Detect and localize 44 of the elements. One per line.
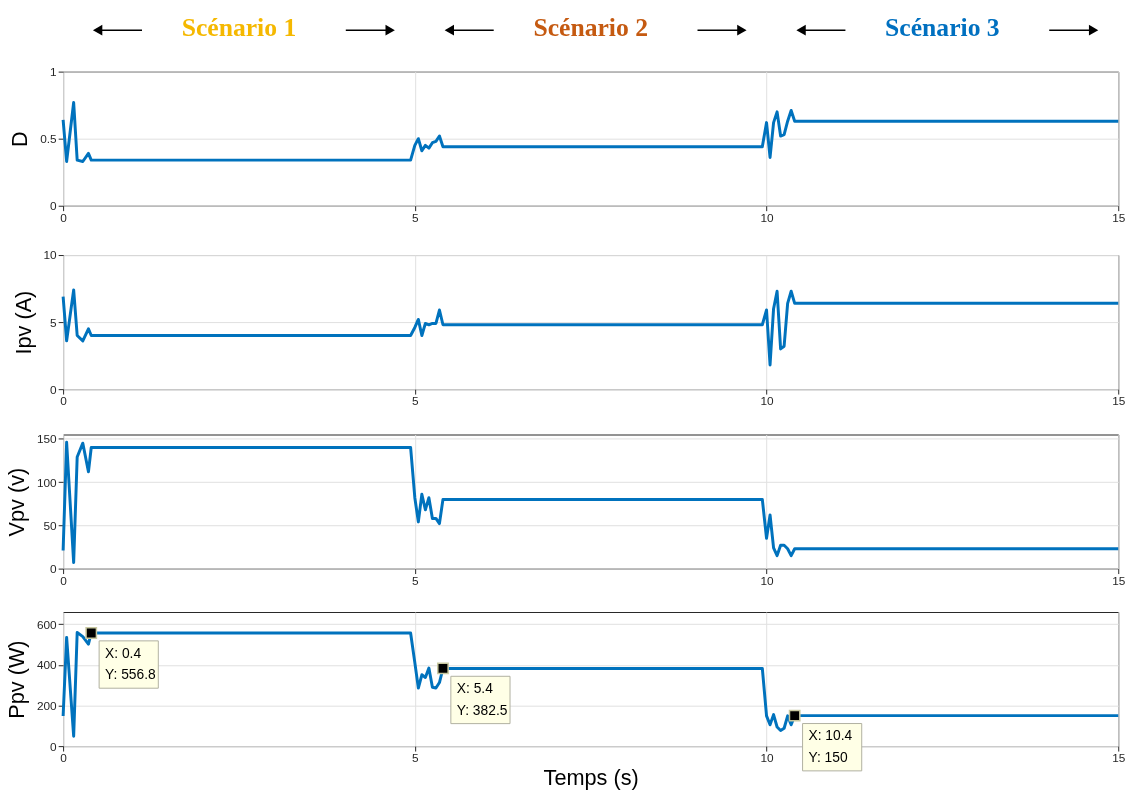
line-series <box>61 440 1120 565</box>
y-tick-label: 1 <box>50 65 57 80</box>
y-tick-label: 50 <box>43 518 58 533</box>
annotation: X: 5.4 Y: 382.5 <box>456 681 508 718</box>
x-tick-label: 15 <box>1112 211 1126 226</box>
annotation: X: 0.4 Y: 556.8 <box>105 645 157 683</box>
y-tick-label: 150 <box>36 432 58 447</box>
line-series <box>61 288 1120 367</box>
y-axis-title: Vpv (v) <box>4 467 30 537</box>
x-tick-label: 0 <box>60 573 68 588</box>
x-tick-label: 15 <box>1112 573 1126 588</box>
y-tick-label: 0 <box>50 199 58 214</box>
y-axis-title: Ipv (A) <box>10 290 36 355</box>
y-axis-title: D <box>7 131 33 148</box>
y-tick-label: 0.5 <box>40 132 58 147</box>
annotation: X: 10.4 Y: 150 <box>808 728 853 765</box>
x-tick-label: 0 <box>60 211 68 226</box>
x-tick-label: 5 <box>412 573 420 588</box>
x-tick-label: 0 <box>60 751 68 766</box>
y-tick-label: 600 <box>36 617 58 632</box>
x-tick-label: 10 <box>760 394 775 409</box>
y-tick-label: 100 <box>36 475 58 490</box>
x-tick-label: 0 <box>60 394 68 409</box>
y-tick-label: 200 <box>36 698 58 713</box>
y-tick-label: 0 <box>50 739 58 754</box>
text: Scénario 1 <box>181 13 297 43</box>
y-tick-label: 0 <box>50 562 58 577</box>
x-tick-label: 10 <box>760 211 775 226</box>
x-axis-title: Temps (s) <box>543 765 639 791</box>
text: Scénario 2 <box>533 13 648 43</box>
x-tick-label: 5 <box>412 211 420 226</box>
x-tick-label: 5 <box>412 394 420 409</box>
y-tick-label: 0 <box>50 382 58 397</box>
line-series <box>61 100 1120 163</box>
y-axis-title: Ppv (W) <box>4 640 30 719</box>
x-tick-label: 10 <box>760 573 775 588</box>
x-tick-label: 15 <box>1112 751 1126 766</box>
y-tick-label: 10 <box>43 248 58 263</box>
y-tick-label: 400 <box>36 658 58 673</box>
y-tick-label: 5 <box>50 315 58 330</box>
text: Scénario 3 <box>885 13 1000 43</box>
x-tick-label: 15 <box>1112 394 1126 409</box>
x-tick-label: 5 <box>412 751 420 766</box>
x-tick-label: 10 <box>760 751 775 766</box>
